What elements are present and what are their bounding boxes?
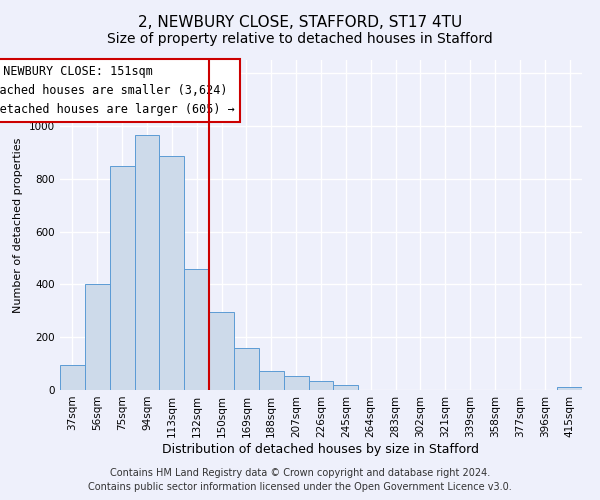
X-axis label: Distribution of detached houses by size in Stafford: Distribution of detached houses by size … [163, 442, 479, 456]
Bar [134, 135, 160, 390]
Text: Contains HM Land Registry data © Crown copyright and database right 2024.
Contai: Contains HM Land Registry data © Crown c… [88, 468, 512, 492]
Bar [334, 385, 358, 390]
Bar [60, 365, 85, 390]
Text: Size of property relative to detached houses in Stafford: Size of property relative to detached ho… [107, 32, 493, 46]
Text: 2, NEWBURY CLOSE, STAFFORD, ST17 4TU: 2, NEWBURY CLOSE, STAFFORD, ST17 4TU [138, 15, 462, 30]
Y-axis label: Number of detached properties: Number of detached properties [13, 138, 23, 312]
Bar [234, 348, 259, 390]
Bar [308, 381, 334, 390]
Text: 2 NEWBURY CLOSE: 151sqm
← 85% of detached houses are smaller (3,624)
14% of semi: 2 NEWBURY CLOSE: 151sqm ← 85% of detache… [0, 65, 235, 116]
Bar [160, 156, 184, 390]
Bar [284, 376, 308, 390]
Bar [184, 268, 209, 390]
Bar [259, 370, 284, 390]
Bar [85, 284, 110, 390]
Bar [557, 387, 582, 390]
Bar [110, 166, 134, 390]
Bar [209, 312, 234, 390]
